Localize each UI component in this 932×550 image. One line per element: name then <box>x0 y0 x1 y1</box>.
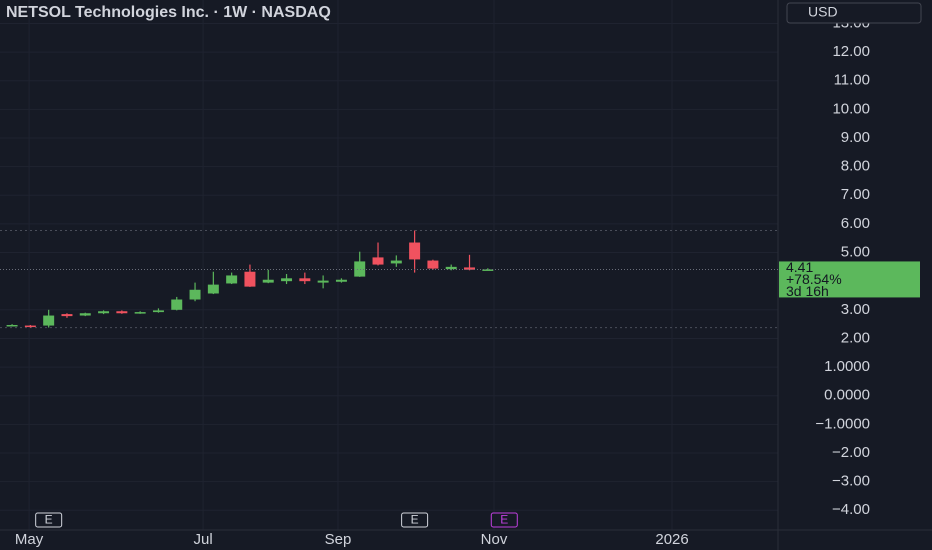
y-tick-label: −2.00 <box>832 444 870 461</box>
candle-body <box>43 315 55 326</box>
x-tick-label: Nov <box>481 531 508 548</box>
y-tick-label: 8.00 <box>841 158 870 175</box>
y-tick-label: 5.00 <box>841 244 870 261</box>
price-tag-label: +78.54% <box>786 271 842 287</box>
event-label: E <box>45 513 53 527</box>
candle-body <box>390 260 402 264</box>
candle-body <box>152 310 164 313</box>
y-tick-label: 1.0000 <box>824 358 870 375</box>
candle-body <box>482 269 494 271</box>
x-tick-label: Sep <box>325 531 352 548</box>
candle-body <box>372 257 384 265</box>
y-tick-label: −1.0000 <box>815 415 870 432</box>
price-tag <box>779 261 920 298</box>
event-marker <box>490 512 518 528</box>
candle-body <box>79 313 91 316</box>
candle-body <box>464 267 475 270</box>
y-tick-label: 3.00 <box>841 301 870 318</box>
y-tick-label: 0.0000 <box>824 387 870 404</box>
candle-body <box>226 275 238 284</box>
candle-body <box>98 311 110 314</box>
y-tick-label: 6.00 <box>841 215 870 232</box>
candle-body <box>262 279 274 283</box>
event-marker <box>35 512 63 528</box>
y-tick-label: 12.00 <box>832 43 870 60</box>
candle-body <box>171 299 183 310</box>
candle-body <box>24 325 36 328</box>
price-tag-label: 4.41 <box>786 259 813 275</box>
event-label: E <box>411 513 419 527</box>
candle-body <box>244 271 256 287</box>
candle-body <box>299 278 311 282</box>
y-tick-label: 7.00 <box>841 186 870 203</box>
candle-body <box>61 314 73 317</box>
candle-body <box>134 312 146 314</box>
y-tick-label: 2.00 <box>841 329 870 346</box>
chart-title: NETSOL Technologies Inc. · 1W · NASDAQ <box>6 4 331 21</box>
x-tick-label: May <box>15 531 44 548</box>
y-tick-label: −4.00 <box>832 501 870 518</box>
candle-body <box>189 289 201 300</box>
candle-body <box>281 278 293 282</box>
candle-body <box>207 284 219 294</box>
candle-body <box>116 311 128 314</box>
currency-button[interactable] <box>786 2 922 24</box>
x-tick-label: Jul <box>194 531 213 548</box>
candle-body <box>354 261 366 277</box>
grid <box>0 0 778 530</box>
candle-body <box>317 280 329 283</box>
event-label: E <box>500 513 508 527</box>
y-tick-label: 10.00 <box>832 100 870 117</box>
price-tag-label: 3d 16h <box>786 283 829 299</box>
y-tick-label: −3.00 <box>832 473 870 490</box>
x-tick-label: 2026 <box>655 531 688 548</box>
event-marker <box>401 512 429 528</box>
y-tick-label: 11.00 <box>834 72 870 89</box>
currency-label[interactable]: USD <box>808 4 838 20</box>
candle-body <box>427 260 439 269</box>
candle-body <box>445 266 457 270</box>
y-tick-label: 9.00 <box>841 129 870 146</box>
candle-body <box>409 242 421 260</box>
candle-body <box>335 279 347 282</box>
candle-body <box>6 324 18 327</box>
